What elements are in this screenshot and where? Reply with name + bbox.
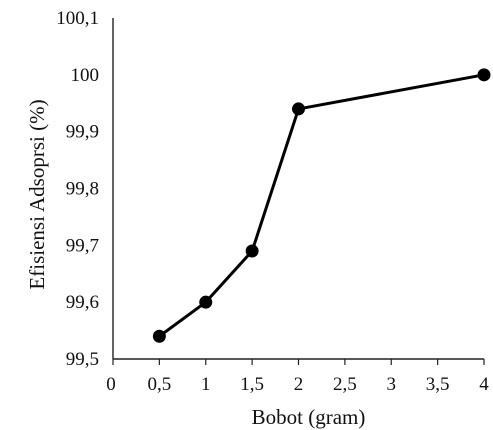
y-tick-label: 99,6 — [66, 292, 99, 313]
x-tick-label: 3 — [387, 374, 397, 395]
axes — [112, 18, 484, 360]
x-tick-label: 0 — [106, 374, 116, 395]
series-efisiensi — [152, 68, 491, 343]
x-tick-label: 4 — [479, 374, 489, 395]
x-axis-title: Bobot (gram) — [252, 405, 366, 429]
y-axis-title: Efisiensi Adsoprsi (%) — [25, 99, 49, 289]
y-tick-labels: 99,5 99,6 99,7 99,8 99,9 100 100,1 — [56, 8, 99, 370]
data-point — [477, 68, 491, 82]
y-tick-label: 100,1 — [56, 8, 99, 29]
data-point — [245, 244, 259, 258]
x-tick-label: 1,5 — [240, 374, 264, 395]
x-tick-label: 2 — [294, 374, 304, 395]
x-tick-label: 2,5 — [333, 374, 357, 395]
y-tick-label: 99,5 — [66, 349, 99, 370]
x-tick-label: 0,5 — [148, 374, 172, 395]
y-tick-label: 99,8 — [66, 179, 99, 200]
y-tick-label: 99,7 — [66, 235, 99, 256]
x-tick-label: 3,5 — [426, 374, 450, 395]
data-point — [199, 295, 213, 309]
y-tick-label: 100 — [71, 65, 100, 86]
data-point — [152, 329, 166, 343]
data-point — [292, 102, 305, 116]
x-tick-labels: 0 0,5 1 1,5 2 2,5 3 3,5 4 — [106, 359, 489, 395]
x-tick-label: 1 — [201, 374, 211, 395]
y-tick-label: 99,9 — [66, 122, 99, 143]
